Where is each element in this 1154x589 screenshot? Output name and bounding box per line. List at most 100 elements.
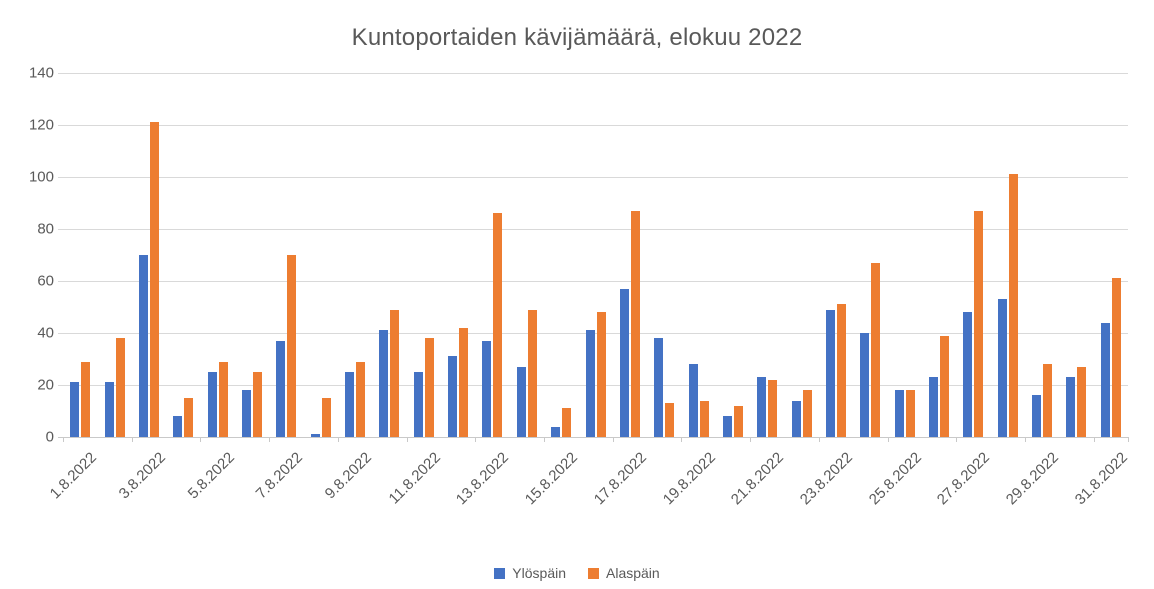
legend-label-down: Alaspäin [606, 565, 660, 581]
bar-yloespaein [448, 356, 458, 437]
x-axis-tick [887, 437, 889, 442]
x-axis-tick-label: 21.8.2022 [728, 449, 788, 509]
bar-yloespaein [894, 390, 904, 437]
bar-alaspaein [733, 405, 743, 437]
bar-yloespaein [310, 434, 320, 437]
bar-yloespaein [654, 338, 664, 437]
bar-alaspaein [390, 309, 400, 437]
bar-alaspaein [562, 408, 572, 437]
bar-yloespaein [1066, 377, 1076, 437]
y-axis-tick-label: 60 [37, 272, 54, 290]
gridline [58, 125, 1128, 126]
x-axis-tick [269, 437, 271, 442]
bar-alaspaein [459, 327, 469, 437]
bar-alaspaein [699, 400, 709, 437]
x-axis-tick [1093, 437, 1095, 442]
gridline [58, 73, 1128, 74]
bar-alaspaein [81, 361, 91, 437]
bar-alaspaein [768, 379, 778, 437]
x-axis-tick [1128, 437, 1129, 442]
bar-alaspaein [871, 262, 881, 437]
bar-alaspaein [596, 312, 606, 437]
x-axis-tick-label: 19.8.2022 [659, 449, 719, 509]
bar-yloespaein [688, 364, 698, 437]
x-axis-tick-label: 17.8.2022 [590, 449, 650, 509]
bar-yloespaein [791, 400, 801, 437]
x-axis-tick [63, 437, 64, 442]
bar-alaspaein [424, 338, 434, 437]
x-axis-tick-label: 5.8.2022 [184, 449, 238, 503]
bar-alaspaein [1111, 278, 1121, 437]
x-axis-tick [406, 437, 408, 442]
bar-yloespaein [138, 255, 148, 437]
bar-alaspaein [1043, 364, 1053, 437]
bar-alaspaein [905, 390, 915, 437]
y-axis-tick-label: 100 [28, 168, 54, 186]
bar-alaspaein [836, 304, 846, 437]
y-axis-tick-label: 40 [37, 324, 54, 342]
x-axis-tick-label: 11.8.2022 [385, 449, 444, 508]
bar-yloespaein [860, 333, 870, 437]
bar-yloespaein [104, 382, 114, 437]
x-axis-tick [612, 437, 614, 442]
bar-alaspaein [1077, 366, 1087, 437]
bar-yloespaein [1100, 322, 1110, 437]
bar-alaspaein [115, 338, 125, 437]
bar-yloespaein [241, 390, 251, 437]
x-axis-tick [200, 437, 202, 442]
x-axis-tick-label: 7.8.2022 [253, 449, 307, 503]
bar-yloespaein [757, 377, 767, 437]
bar-alaspaein [149, 122, 159, 437]
legend-swatch-down [588, 567, 599, 579]
bar-alaspaein [218, 361, 228, 437]
bar-alaspaein [940, 335, 950, 437]
x-axis-line [58, 437, 1128, 438]
bar-yloespaein [997, 299, 1007, 437]
x-axis-tick-label: 25.8.2022 [865, 449, 925, 509]
bar-alaspaein [287, 255, 297, 437]
legend-item-down: Alaspäin [588, 565, 660, 581]
bar-yloespaein [379, 330, 389, 437]
x-axis-tick-label: 1.8.2022 [46, 449, 101, 503]
legend-label-up: Ylöspäin [512, 565, 566, 581]
legend-swatch-up [494, 567, 506, 579]
bar-alaspaein [974, 210, 984, 437]
bar-yloespaein [585, 330, 595, 437]
bar-yloespaein [1032, 395, 1042, 437]
bar-alaspaein [1008, 174, 1018, 437]
chart-title: Kuntoportaiden kävijämäärä, elokuu 2022 [351, 24, 803, 51]
gridline [58, 229, 1128, 230]
x-axis-tick [750, 437, 752, 442]
bar-alaspaein [630, 210, 640, 437]
gridline [58, 281, 1128, 282]
x-axis-tick [337, 437, 339, 442]
bar-yloespaein [963, 312, 973, 437]
x-axis-tick [956, 437, 958, 442]
bar-yloespaein [482, 340, 492, 437]
x-axis-tick [543, 437, 545, 442]
x-axis-tick [475, 437, 477, 442]
x-axis-tick-label: 23.8.2022 [796, 449, 856, 509]
bar-alaspaein [665, 403, 675, 437]
bar-alaspaein [356, 361, 366, 437]
y-axis-tick-label: 0 [45, 428, 54, 446]
bar-yloespaein [619, 288, 629, 437]
bar-yloespaein [207, 372, 217, 437]
y-axis-tick-label: 140 [28, 64, 54, 82]
x-axis-tick-label: 27.8.2022 [934, 449, 994, 509]
bar-yloespaein [413, 372, 423, 437]
x-axis-tick [681, 437, 683, 442]
bar-yloespaein [173, 416, 183, 437]
x-axis-tick-label: 9.8.2022 [321, 449, 376, 503]
x-axis-tick-label: 31.8.2022 [1071, 449, 1131, 509]
bar-alaspaein [527, 309, 537, 437]
x-axis-tick [131, 437, 133, 442]
bar-yloespaein [345, 372, 355, 437]
x-axis-tick-label: 29.8.2022 [1002, 449, 1063, 509]
bar-yloespaein [516, 366, 526, 437]
x-axis-tick-label: 13.8.2022 [453, 449, 513, 509]
y-axis-tick-label: 80 [37, 220, 54, 238]
bar-yloespaein [276, 340, 286, 437]
